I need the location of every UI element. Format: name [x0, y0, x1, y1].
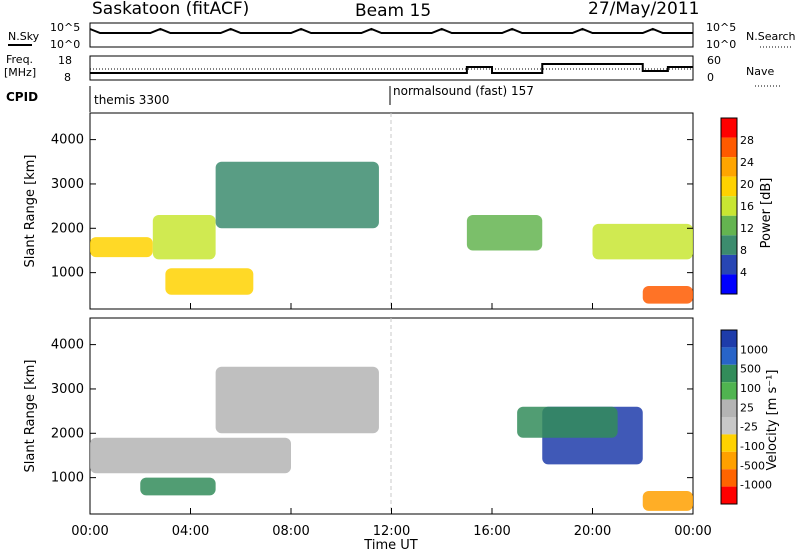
power-colorbar-swatch: [721, 176, 737, 197]
velocity-colorbar-swatch: [721, 382, 737, 400]
power-colorbar-swatch: [721, 235, 737, 255]
freq-right-tick: 0: [707, 71, 714, 84]
velocity-colorbar-tick: 1000: [740, 343, 768, 356]
velocity-colorbar-tick: 100: [740, 382, 761, 395]
power-colorbar: 28 24 20 16 12 8 4: [720, 117, 754, 295]
power-colorbar-tick: 20: [740, 178, 754, 191]
station-title: Saskatoon (fitACF): [92, 0, 249, 19]
sky-right-tick: 10^5: [706, 21, 736, 34]
power-ylabel: Slant Range [km]: [23, 155, 38, 268]
velocity-ytick-label: 4000: [51, 338, 84, 353]
velocity-colorbar-tick: -100: [740, 440, 765, 453]
power-colorbar-swatch: [721, 274, 737, 294]
power-colorbar-frame: [720, 117, 738, 295]
freq-trace: [90, 63, 693, 74]
scatter-region: [642, 490, 693, 511]
power-colorbar-tick: 24: [740, 156, 754, 169]
power-regions: [90, 161, 693, 304]
power-ytick-label: 2000: [51, 221, 84, 236]
scatter-region: [90, 437, 291, 474]
scatter-region: [165, 268, 254, 295]
velocity-colorbar-tick: -25: [740, 421, 758, 434]
cpid-segment-2: normalsound (fast) 157: [393, 84, 534, 98]
velocity-colorbar-swatch: [721, 364, 737, 383]
power-colorbar-swatch: [721, 157, 737, 177]
freq-panel-frame: [89, 55, 694, 81]
scatter-region: [215, 161, 379, 229]
velocity-colorbar-tick: 500: [740, 363, 761, 376]
power-colorbar-tick: 8: [740, 244, 747, 257]
x-tick-label: 20:00: [574, 524, 611, 539]
scatter-region: [215, 366, 379, 434]
velocity-ylabel: Slant Range [km]: [23, 360, 38, 473]
velocity-colorbar-tick: -1000: [740, 479, 772, 492]
scatter-region: [152, 214, 216, 260]
velocity-colorbar-swatch: [721, 451, 737, 470]
scatter-region: [90, 237, 153, 258]
date-title: 27/May/2011: [588, 0, 700, 19]
scatter-region: [642, 285, 693, 304]
velocity-colorbar-swatch: [721, 347, 737, 365]
velocity-ytick-label: 3000: [51, 382, 84, 397]
scatter-region: [466, 214, 543, 251]
velocity-colorbar: 1000 500 100 25 -25 -100 -500 -1000: [720, 329, 772, 505]
power-colorbar-label: Power [dB]: [759, 178, 774, 249]
x-tick-label: 04:00: [172, 524, 209, 539]
sky-right-tick: 10^0: [706, 38, 736, 51]
velocity-colorbar-swatch: [721, 399, 737, 417]
velocity-colorbar-label: Velocity [m s⁻¹]: [765, 370, 780, 471]
power-colorbar-swatch: [721, 196, 737, 216]
x-tick-label: 00:00: [71, 524, 108, 539]
nave-label: Nave: [746, 65, 774, 78]
velocity-colorbar-swatch: [721, 434, 737, 452]
freq-right-tick: 60: [707, 54, 721, 67]
velocity-colorbar-swatch: [721, 486, 737, 504]
power-colorbar-tick: 28: [740, 134, 754, 147]
velocity-colorbar-swatch: [721, 417, 737, 435]
beam-title: Beam 15: [355, 1, 431, 21]
power-colorbar-tick: 16: [740, 200, 754, 213]
power-colorbar-swatch: [721, 215, 737, 236]
freq-label-2: [MHz]: [4, 66, 36, 79]
freq-label-1: Freq.: [6, 53, 33, 66]
cpid-segment-1: themis 3300: [94, 93, 169, 107]
x-tick-label: 00:00: [674, 524, 711, 539]
power-yticks: 4000 3000 2000 1000: [51, 133, 693, 281]
sky-right-label: N.Search: [746, 30, 796, 43]
sky-left-tick: 10^0: [50, 38, 80, 51]
x-ticks: 00:00 04:00 08:00 12:00 16:00 20:00 00:00: [71, 303, 712, 539]
scatter-region: [517, 406, 618, 438]
velocity-colorbar-tick: 25: [740, 401, 754, 414]
sky-panel-frame: [89, 22, 694, 48]
scatter-region: [140, 477, 216, 496]
velocity-yticks: 4000 3000 2000 1000: [51, 338, 693, 486]
power-colorbar-tick: 12: [740, 222, 754, 235]
power-ytick-label: 3000: [51, 177, 84, 192]
power-ytick-label: 4000: [51, 133, 84, 148]
velocity-colorbar-tick: -500: [740, 459, 765, 472]
freq-left-tick: 18: [58, 54, 72, 67]
velocity-regions: [90, 366, 693, 511]
x-tick-label: 12:00: [373, 524, 410, 539]
sky-left-tick: 10^5: [50, 21, 80, 34]
power-colorbar-tick: 4: [740, 266, 747, 279]
x-tick-label: 08:00: [272, 524, 309, 539]
velocity-ytick-label: 2000: [51, 426, 84, 441]
cpid-label: CPID: [6, 90, 38, 104]
velocity-colorbar-swatch: [721, 330, 737, 348]
power-ytick-label: 1000: [51, 266, 84, 281]
sky-trace: [89, 27, 693, 34]
sky-left-label: N.Sky: [8, 30, 40, 43]
velocity-colorbar-swatch: [721, 469, 737, 487]
x-axis-label: Time UT: [363, 538, 417, 553]
x-tick-label: 16:00: [473, 524, 510, 539]
power-colorbar-swatch: [721, 254, 737, 275]
freq-left-tick: 8: [64, 71, 71, 84]
power-colorbar-swatch: [721, 137, 737, 158]
velocity-ytick-label: 1000: [51, 471, 84, 486]
velocity-colorbar-frame: [720, 329, 738, 505]
power-colorbar-swatch: [721, 118, 737, 138]
scatter-region: [592, 223, 693, 260]
